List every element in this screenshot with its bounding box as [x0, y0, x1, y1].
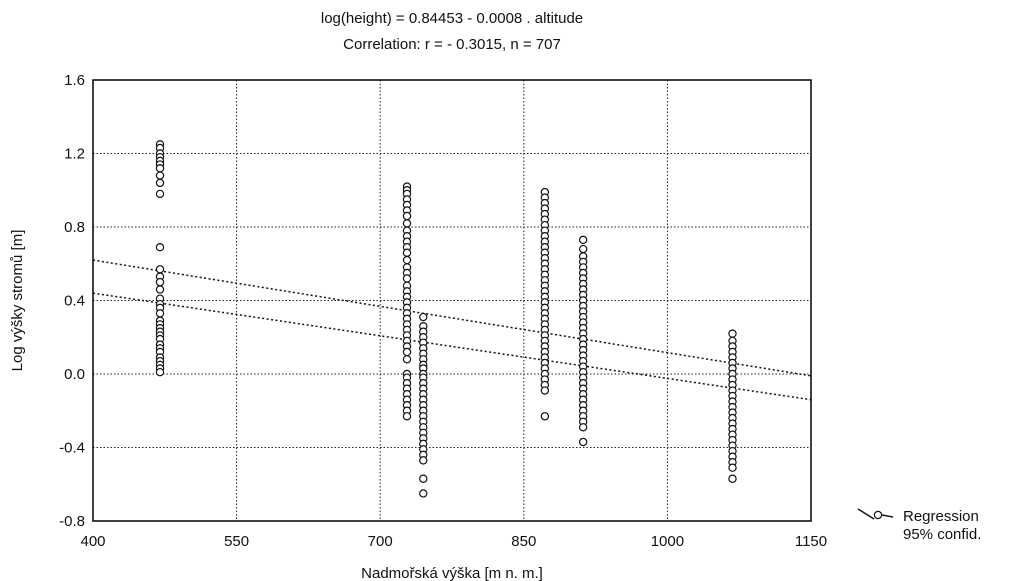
confidence-line-lower	[92, 292, 812, 401]
y-tick-labels: -0.8 -0.4 0.0 0.4 0.8 1.2 1.6	[59, 72, 85, 530]
legend-regression-icon	[857, 508, 894, 520]
data-point	[578, 235, 588, 245]
data-point	[155, 163, 165, 173]
x-tick-labels: 400 550 700 850 1000 1150	[80, 533, 827, 550]
data-point	[728, 329, 737, 338]
y-tick-label: 0.8	[64, 219, 85, 236]
confidence-line-upper	[92, 259, 812, 377]
data-point	[402, 347, 412, 357]
data-point	[578, 244, 588, 254]
chart-subtitle: Correlation: r = - 0.3015, n = 707	[343, 36, 561, 53]
data-point	[402, 255, 412, 265]
chart-title: log(height) = 0.84453 - 0.0008 . altitud…	[320, 10, 584, 27]
y-tick-label: 0.0	[64, 366, 85, 383]
data-point	[402, 248, 412, 257]
data-point	[155, 178, 165, 188]
data-point	[578, 437, 588, 447]
y-tick-label: 1.2	[64, 146, 85, 163]
x-tick-label: 550	[224, 533, 249, 550]
data-point	[155, 171, 165, 180]
confidence-band	[92, 259, 812, 401]
y-tick-label: 1.6	[64, 72, 85, 89]
data-point	[540, 386, 550, 395]
plot-frame	[92, 79, 812, 522]
data-point	[155, 265, 165, 274]
data-points	[155, 140, 737, 498]
data-point	[419, 474, 428, 483]
data-point	[419, 489, 428, 498]
data-point	[155, 285, 165, 294]
x-tick-label: 700	[368, 533, 393, 550]
data-point	[402, 355, 412, 364]
x-axis-label: Nadmořská výška [m n. m.]	[361, 565, 543, 581]
grid-lines	[93, 80, 811, 521]
x-tick-label: 850	[511, 533, 536, 550]
data-point	[540, 412, 550, 421]
data-point	[155, 189, 165, 199]
data-point	[402, 211, 412, 221]
data-point	[155, 277, 165, 287]
data-point	[728, 463, 737, 472]
data-point	[728, 474, 737, 483]
x-tick-label: 1150	[795, 533, 827, 550]
data-point	[402, 219, 412, 228]
data-point	[402, 274, 412, 283]
data-point	[402, 412, 412, 421]
data-point	[419, 456, 428, 465]
data-point	[155, 243, 165, 252]
y-axis-label: Log výšky stromů [m]	[9, 230, 26, 372]
y-tick-label: -0.8	[59, 513, 85, 530]
legend-regression-label: Regression	[903, 508, 979, 525]
data-point	[155, 309, 165, 318]
y-tick-label: 0.4	[64, 293, 85, 310]
x-tick-label: 1000	[651, 533, 684, 550]
legend-confidence-label: 95% confid.	[903, 526, 982, 543]
data-point	[419, 312, 428, 322]
x-tick-label: 400	[80, 533, 105, 550]
y-tick-label: -0.4	[59, 440, 85, 457]
data-point	[155, 367, 165, 377]
data-point	[578, 423, 588, 432]
